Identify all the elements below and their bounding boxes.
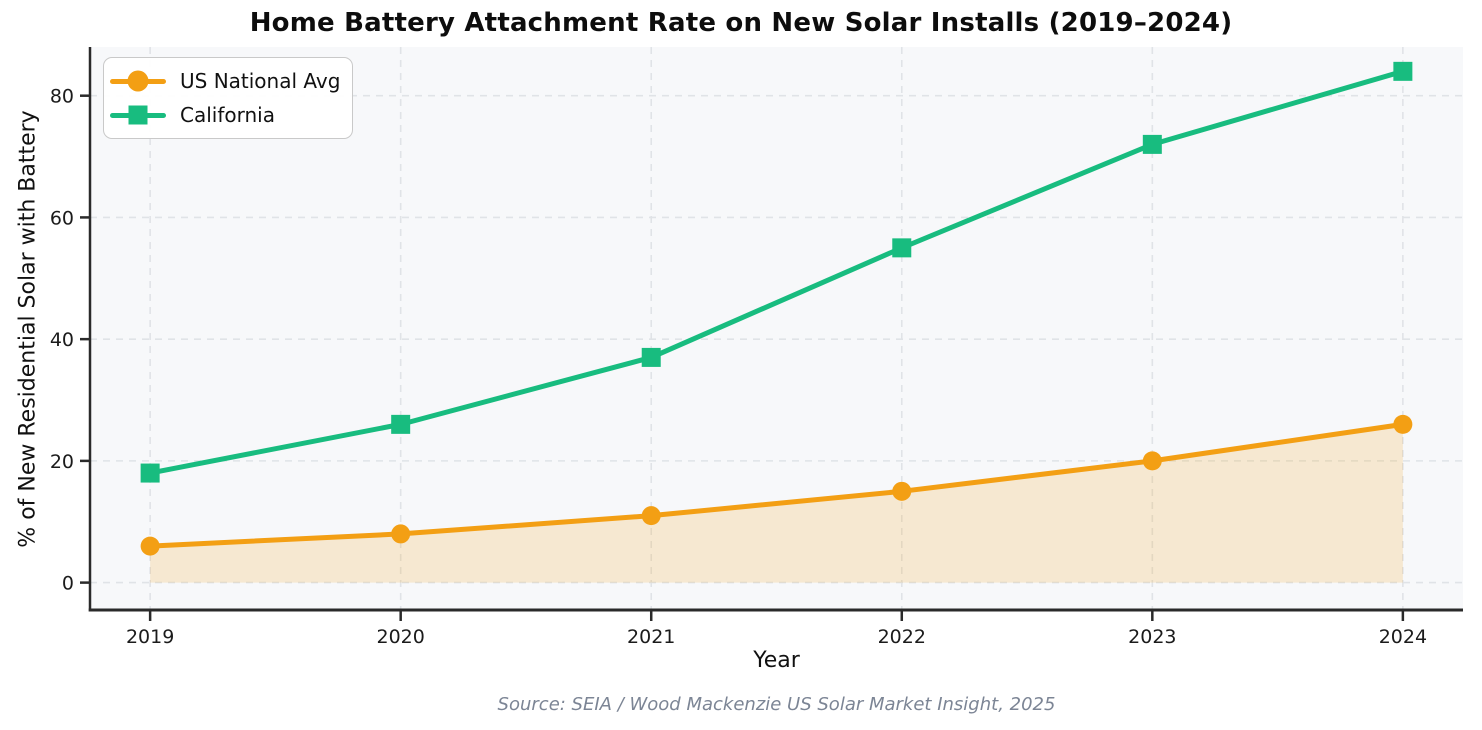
circle-marker bbox=[391, 524, 411, 544]
x-tick-label: 2024 bbox=[1379, 626, 1427, 648]
legend-label: US National Avg bbox=[180, 69, 341, 93]
x-tick-label: 2020 bbox=[376, 626, 424, 648]
circle-marker bbox=[1142, 451, 1162, 471]
y-tick-label: 80 bbox=[50, 86, 74, 108]
x-tick-label: 2023 bbox=[1128, 626, 1176, 648]
chart-title: Home Battery Attachment Rate on New Sola… bbox=[249, 8, 1233, 38]
x-tick-label: 2019 bbox=[126, 626, 174, 648]
series-line bbox=[147, 68, 1406, 476]
circle-marker bbox=[140, 536, 160, 556]
square-marker bbox=[892, 238, 912, 258]
square-marker bbox=[641, 347, 661, 367]
x-tick-label: 2022 bbox=[878, 626, 926, 648]
legend-item-us-national-avg: US National Avg bbox=[110, 66, 340, 96]
legend: US National Avg California bbox=[103, 57, 354, 139]
y-tick-label: 60 bbox=[50, 207, 74, 229]
square-marker bbox=[1393, 61, 1413, 81]
legend-label: California bbox=[180, 103, 275, 127]
square-marker bbox=[1142, 134, 1162, 154]
square-marker bbox=[391, 414, 411, 434]
legend-square-marker-icon bbox=[110, 103, 166, 127]
x-tick-label: 2021 bbox=[627, 626, 675, 648]
circle-marker bbox=[641, 506, 661, 526]
plot-background bbox=[90, 47, 1463, 610]
series-line bbox=[147, 421, 1406, 549]
x-axis-label: Year bbox=[753, 648, 800, 673]
y-tick-label: 20 bbox=[50, 451, 74, 473]
legend-item-california: California bbox=[110, 100, 340, 130]
y-tick-label: 40 bbox=[50, 329, 74, 351]
source-note: Source: SEIA / Wood Mackenzie US Solar M… bbox=[497, 694, 1056, 715]
circle-marker bbox=[892, 481, 912, 501]
legend-circle-marker-icon bbox=[110, 69, 166, 93]
y-tick-label: 0 bbox=[62, 573, 74, 595]
y-axis-label: % of New Residential Solar with Battery bbox=[15, 110, 41, 548]
square-marker bbox=[140, 463, 160, 483]
circle-marker bbox=[1393, 414, 1413, 434]
